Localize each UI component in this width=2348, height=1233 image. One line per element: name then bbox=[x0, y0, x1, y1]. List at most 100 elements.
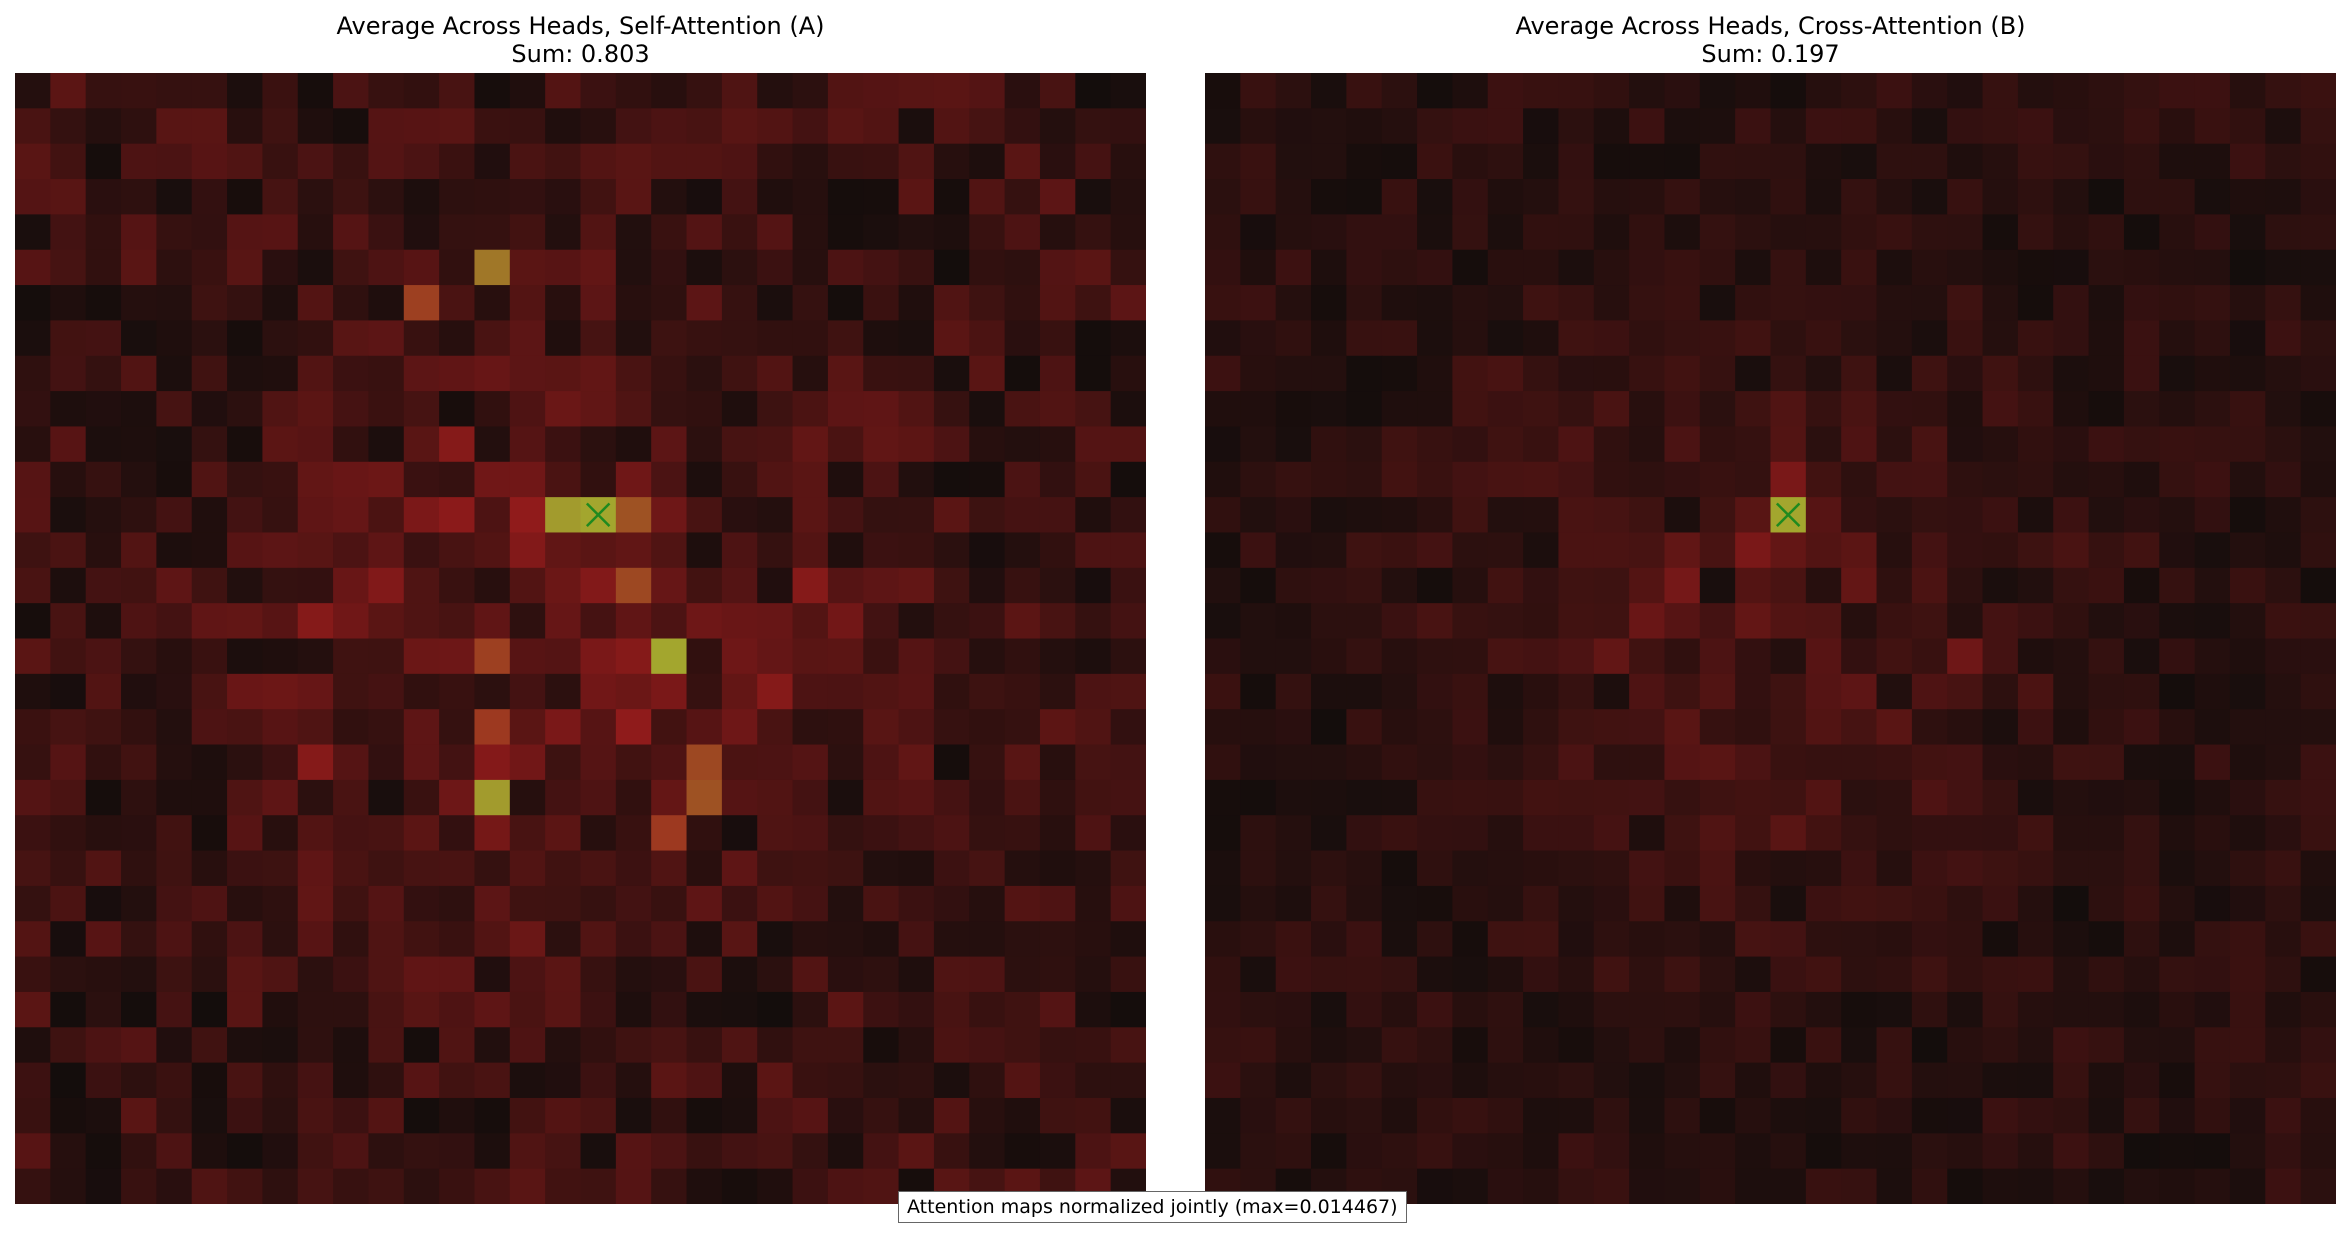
heatmap-cell bbox=[474, 1062, 511, 1099]
heatmap-cell bbox=[227, 249, 263, 286]
heatmap-cell bbox=[1699, 885, 1736, 922]
heatmap-cell bbox=[1523, 1062, 1560, 1099]
heatmap-cell bbox=[191, 885, 228, 922]
heatmap-cell bbox=[1311, 497, 1347, 534]
heatmap-cell bbox=[1629, 108, 1666, 145]
heatmap-cell bbox=[898, 709, 935, 746]
heatmap-cell bbox=[1982, 461, 2019, 498]
heatmap-cell bbox=[1558, 1097, 1595, 1134]
heatmap-cell bbox=[1841, 815, 1878, 852]
heatmap-cell bbox=[1629, 1062, 1666, 1099]
heatmap-cell bbox=[2300, 744, 2336, 781]
heatmap-cell bbox=[1311, 1097, 1347, 1134]
heatmap-cell bbox=[651, 673, 688, 710]
heatmap-cell bbox=[2088, 73, 2125, 109]
heatmap-cell bbox=[898, 249, 935, 286]
heatmap-cell bbox=[1381, 1133, 1418, 1170]
heatmap-cell bbox=[1558, 497, 1595, 534]
heatmap-cell bbox=[1487, 497, 1524, 534]
heatmap-cell bbox=[651, 179, 688, 215]
heatmap-cell bbox=[368, 744, 405, 781]
heatmap-cell bbox=[1075, 779, 1112, 816]
heatmap-cell bbox=[933, 779, 970, 816]
heatmap-cell bbox=[1452, 108, 1489, 145]
heatmap-cell bbox=[227, 956, 263, 993]
heatmap-cell bbox=[2229, 320, 2266, 357]
heatmap-cell bbox=[1735, 991, 1772, 1028]
heatmap-cell bbox=[1452, 285, 1489, 321]
heatmap-cell bbox=[2229, 391, 2266, 428]
heatmap-cell bbox=[474, 1133, 511, 1170]
heatmap-cell bbox=[156, 850, 193, 887]
heatmap-cell bbox=[1593, 709, 1630, 746]
chart-title-cross-attention: Average Across Heads, Cross-Attention (B… bbox=[1515, 12, 2026, 40]
heatmap-cell bbox=[2194, 532, 2231, 569]
heatmap-cell bbox=[615, 73, 652, 109]
heatmap-cell bbox=[333, 815, 370, 852]
heatmap-cell bbox=[2088, 1133, 2125, 1170]
heatmap-cell bbox=[1841, 709, 1878, 746]
heatmap-cell bbox=[333, 108, 370, 145]
heatmap-cell bbox=[1947, 603, 1984, 640]
heatmap-cell bbox=[509, 673, 546, 710]
heatmap-cell bbox=[439, 320, 476, 357]
heatmap-cell bbox=[1593, 179, 1630, 215]
heatmap-cell bbox=[333, 285, 370, 321]
heatmap-cell bbox=[1004, 673, 1041, 710]
heatmap-cell bbox=[2017, 179, 2054, 215]
heatmap-cell bbox=[2017, 815, 2054, 852]
heatmap-cell bbox=[1911, 143, 1948, 180]
heatmap-cell bbox=[191, 143, 228, 180]
heatmap-cell bbox=[403, 73, 440, 109]
heatmap-cell bbox=[1487, 108, 1524, 145]
heatmap-cell bbox=[757, 815, 794, 852]
heatmap-cell bbox=[2017, 779, 2054, 816]
heatmap-cell bbox=[1275, 391, 1312, 428]
heatmap-cell bbox=[2053, 249, 2090, 286]
heatmap-cell bbox=[262, 815, 299, 852]
heatmap-cell bbox=[1805, 921, 1842, 958]
heatmap-cell bbox=[85, 779, 122, 816]
heatmap-cell bbox=[1841, 320, 1878, 357]
heatmap-cell bbox=[1275, 673, 1312, 710]
heatmap-cell bbox=[439, 355, 476, 392]
heatmap-cell bbox=[2229, 1133, 2266, 1170]
heatmap-cell bbox=[1876, 744, 1913, 781]
heatmap-cell bbox=[191, 1168, 228, 1204]
heatmap-cell bbox=[1911, 108, 1948, 145]
heatmap-cell bbox=[2194, 1168, 2231, 1204]
heatmap-cell bbox=[156, 426, 193, 463]
heatmap-cell bbox=[1452, 885, 1489, 922]
heatmap-cell bbox=[121, 143, 157, 180]
heatmap-cell bbox=[2088, 391, 2125, 428]
heatmap-cell bbox=[792, 355, 829, 392]
heatmap-cell bbox=[262, 108, 299, 145]
heatmap-cell bbox=[156, 1097, 193, 1134]
heatmap-cell bbox=[50, 1168, 87, 1204]
heatmap-cell bbox=[509, 532, 546, 569]
heatmap-cell bbox=[1982, 1097, 2019, 1134]
heatmap-cell bbox=[1039, 1062, 1076, 1099]
heatmap-cell bbox=[757, 567, 794, 604]
heatmap-cell bbox=[1346, 426, 1383, 463]
heatmap-cell bbox=[545, 885, 582, 922]
heatmap-cell bbox=[2300, 779, 2336, 816]
heatmap-cell bbox=[2229, 1168, 2266, 1204]
heatmap-cell bbox=[2159, 320, 2196, 357]
heatmap-cell bbox=[969, 214, 1006, 251]
heatmap-cell bbox=[1004, 391, 1041, 428]
heatmap-cell bbox=[1629, 603, 1666, 640]
heatmap-cell bbox=[1911, 779, 1948, 816]
heatmap-cell bbox=[1275, 779, 1312, 816]
heatmap-cell bbox=[2088, 532, 2125, 569]
heatmap-cell bbox=[580, 143, 617, 180]
heatmap-cell bbox=[933, 673, 970, 710]
heatmap-cell bbox=[1947, 815, 1984, 852]
heatmap-cell bbox=[156, 1062, 193, 1099]
heatmap-cell bbox=[757, 1062, 794, 1099]
heatmap-cell bbox=[297, 1062, 334, 1099]
heatmap-cell bbox=[686, 744, 723, 781]
heatmap-cell bbox=[333, 73, 370, 109]
heatmap-cell bbox=[2159, 249, 2196, 286]
heatmap-cell bbox=[1004, 744, 1041, 781]
